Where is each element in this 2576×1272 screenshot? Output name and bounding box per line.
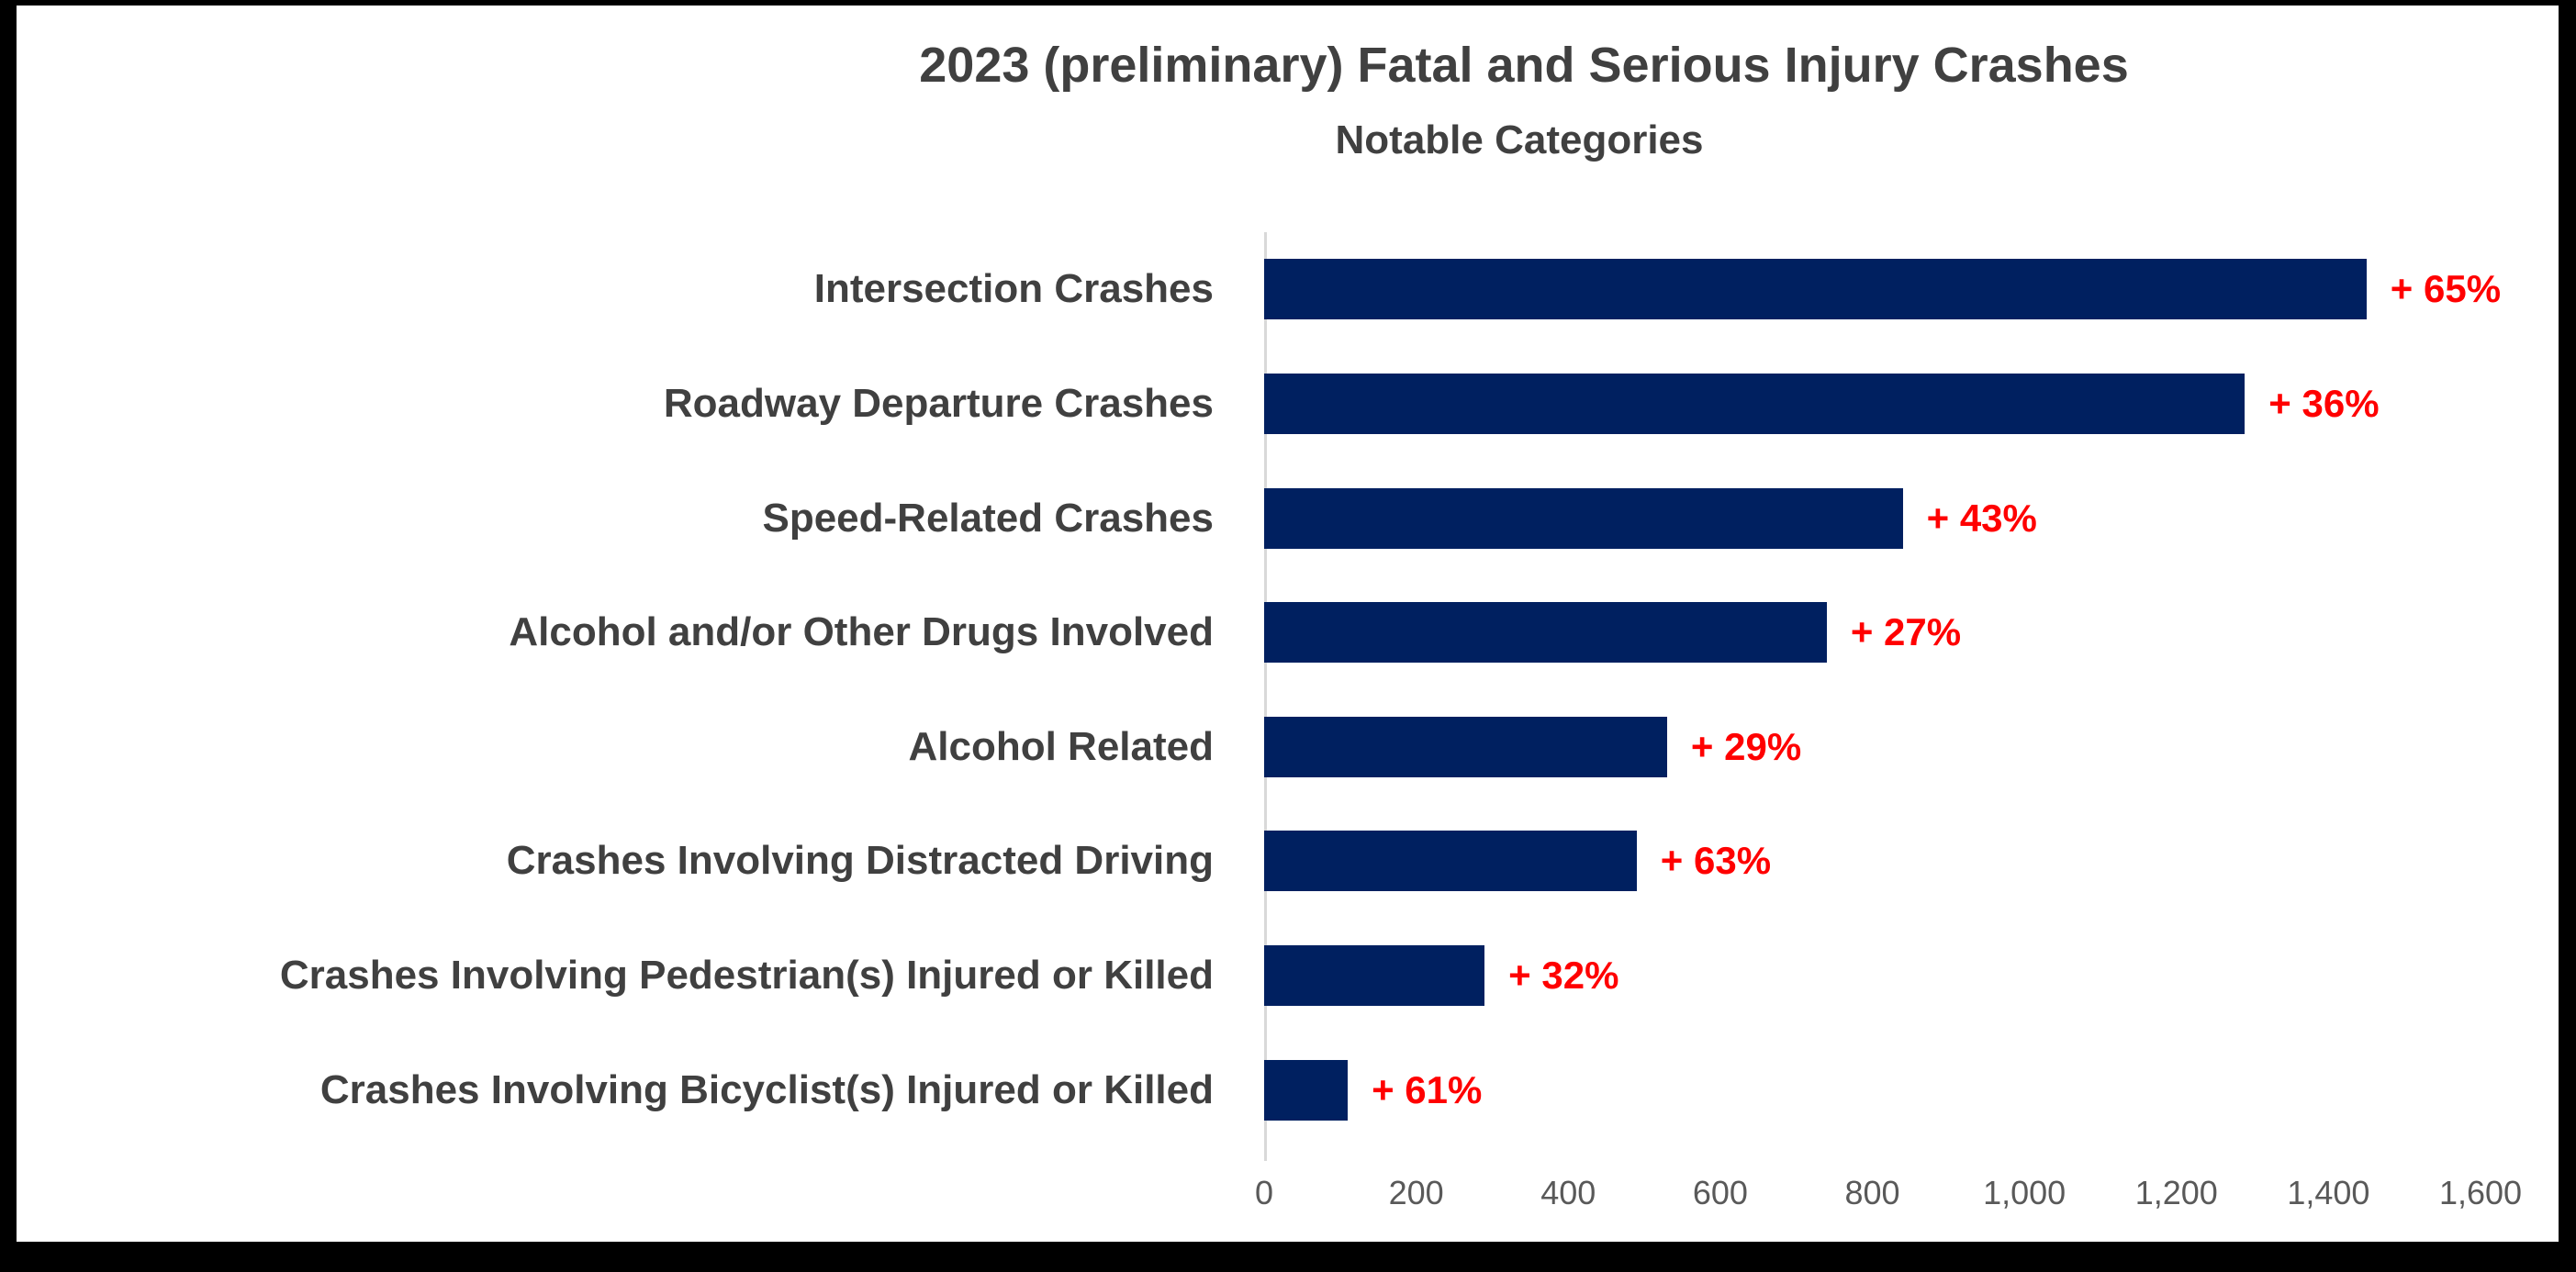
x-axis-tick-label: 400 [1540,1174,1596,1211]
chart-row: Crashes Involving Distracted Driving + 63… [17,804,2559,919]
x-axis-tick-label: 200 [1388,1174,1444,1211]
bar [1264,716,1667,777]
x-axis-tick-label: 1,000 [1983,1174,2066,1211]
percent-change-label: + 43% [1926,496,2037,540]
chart-row: Alcohol Related + 29% [17,690,2559,805]
x-axis-tick-label: 1,600 [2438,1174,2523,1211]
chart-subtitle: Notable Categories [1335,117,1704,162]
chart-row: Roadway Departure Crashes + 36% [17,347,2559,462]
x-axis-tick-label: 1,400 [2287,1174,2370,1211]
bar [1264,259,2367,320]
bar [1264,945,1485,1007]
percent-change-label: + 36% [2268,381,2380,425]
x-axis-tick-label: 1,200 [2134,1174,2218,1211]
chart-row: Alcohol and/or Other Drugs Involved + 27% [17,575,2559,690]
percent-change-label: + 61% [1372,1067,1483,1111]
bar [1264,1059,1349,1121]
bar [1264,602,1827,664]
category-label: Crashes Involving Distracted Driving [506,838,1214,884]
bar [1264,373,2246,434]
percent-change-label: + 32% [1508,954,1619,998]
chart-row: Intersection Crashes + 65% [17,232,2559,347]
category-label: Alcohol Related [908,723,1215,769]
x-axis-tick-label: 600 [1692,1174,1748,1211]
category-label: Intersection Crashes [813,266,1214,312]
category-label: Alcohol and/or Other Drugs Involved [509,609,1214,655]
bar [1264,487,1903,549]
chart-row: Speed-Related Crashes + 43% [17,461,2559,575]
category-label: Roadway Departure Crashes [663,380,1214,426]
percent-change-label: + 27% [1850,610,1962,654]
bar [1264,831,1637,892]
category-label: Speed-Related Crashes [762,495,1214,541]
percent-change-label: + 29% [1690,724,1802,768]
chart-row: Crashes Involving Bicyclist(s) Injured o… [17,1032,2559,1147]
category-label: Crashes Involving Pedestrian(s) Injured … [279,953,1214,999]
percent-change-label: + 63% [1660,839,1772,883]
x-axis-tick-label: 0 [1254,1174,1274,1211]
chart-title: 2023 (preliminary) Fatal and Serious Inj… [919,38,2129,93]
y-axis-line [1264,232,1267,1161]
category-label: Crashes Involving Bicyclist(s) Injured o… [319,1066,1214,1112]
x-axis: 0 200 400 600 800 1,000 1,200 1,400 1,600 [17,1147,2559,1239]
percent-change-label: + 65% [2390,267,2502,311]
chart-row: Crashes Involving Pedestrian(s) Injured … [17,919,2559,1033]
x-axis-tick-label: 800 [1844,1174,1900,1211]
chart-canvas: 2023 (preliminary) Fatal and Serious Inj… [17,6,2559,1242]
